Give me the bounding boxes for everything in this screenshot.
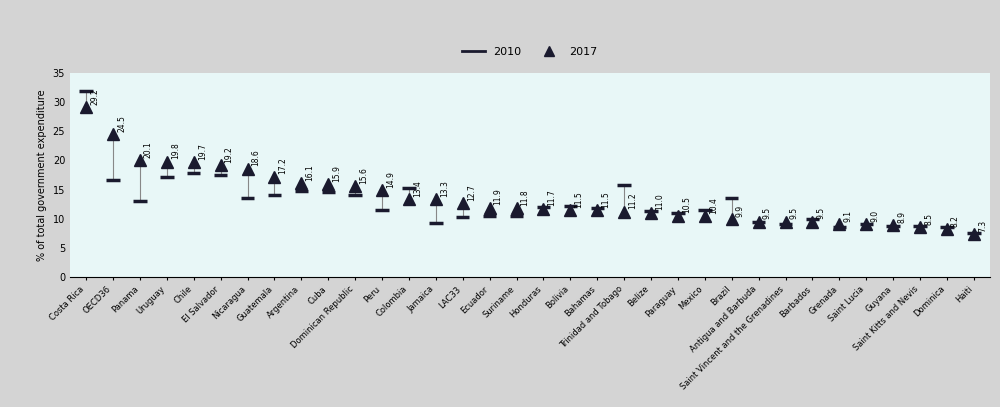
Text: 17.2: 17.2 <box>278 158 287 175</box>
Text: 11.2: 11.2 <box>628 193 637 209</box>
Text: 13.4: 13.4 <box>413 179 422 197</box>
Y-axis label: % of total government expenditure: % of total government expenditure <box>37 89 47 261</box>
Text: 8.2: 8.2 <box>951 215 960 227</box>
Text: 11.9: 11.9 <box>494 188 503 205</box>
Legend: 2010, 2017: 2010, 2017 <box>458 42 602 61</box>
Text: 9.5: 9.5 <box>816 207 825 219</box>
Text: 9.0: 9.0 <box>870 210 879 222</box>
Text: 24.5: 24.5 <box>117 115 126 132</box>
Text: 15.9: 15.9 <box>332 165 341 182</box>
Text: 9.5: 9.5 <box>790 207 799 219</box>
Text: 11.5: 11.5 <box>601 191 610 208</box>
Text: 8.5: 8.5 <box>924 213 933 225</box>
Text: 10.5: 10.5 <box>682 197 691 213</box>
Text: 8.9: 8.9 <box>897 211 906 223</box>
Text: 20.1: 20.1 <box>144 141 153 158</box>
Text: 9.1: 9.1 <box>843 210 852 221</box>
Text: 10.4: 10.4 <box>709 197 718 214</box>
Text: 14.9: 14.9 <box>386 171 395 188</box>
Text: 7.3: 7.3 <box>978 220 987 232</box>
Text: 12.7: 12.7 <box>467 184 476 201</box>
Text: 16.1: 16.1 <box>305 164 314 181</box>
Text: 13.3: 13.3 <box>440 180 449 197</box>
Text: 19.8: 19.8 <box>171 142 180 159</box>
Text: 19.2: 19.2 <box>225 146 234 163</box>
Text: 15.6: 15.6 <box>359 167 368 184</box>
Text: 11.7: 11.7 <box>547 190 556 206</box>
Text: 11.5: 11.5 <box>574 191 583 208</box>
Text: 11.8: 11.8 <box>521 189 530 206</box>
Text: 18.6: 18.6 <box>252 149 261 166</box>
Text: 29.2: 29.2 <box>90 88 99 105</box>
Text: 9.5: 9.5 <box>763 207 772 219</box>
Text: 19.7: 19.7 <box>198 143 207 160</box>
Text: 11.0: 11.0 <box>655 194 664 210</box>
Text: 9.9: 9.9 <box>736 205 745 217</box>
